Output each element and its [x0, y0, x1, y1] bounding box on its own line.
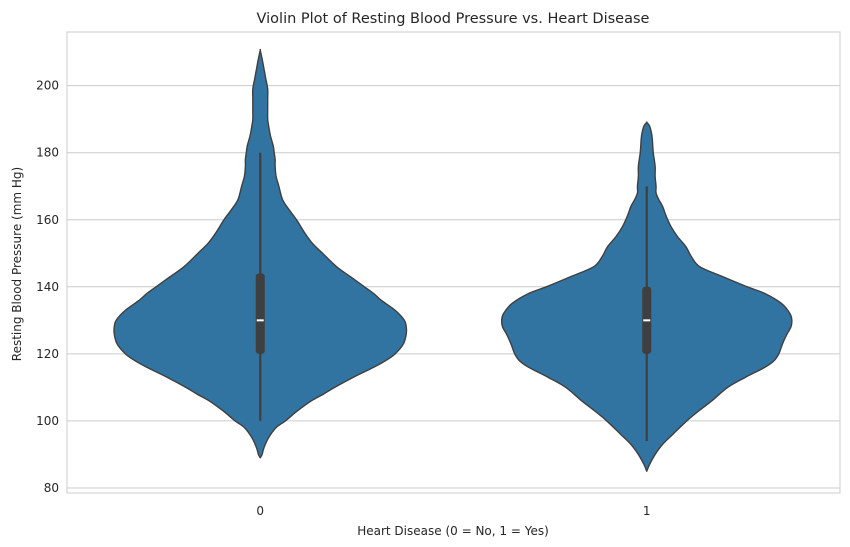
violins [113, 48, 793, 472]
violin-group-1 [500, 121, 793, 472]
y-tick-label-160: 160 [36, 213, 59, 227]
chart-title: Violin Plot of Resting Blood Pressure vs… [257, 11, 650, 27]
plot-area-frame [66, 31, 841, 494]
y-tick-label-120: 120 [36, 347, 59, 361]
y-tick-label-100: 100 [36, 414, 59, 428]
x-axis-label: Heart Disease (0 = No, 1 = Yes) [357, 524, 549, 538]
y-tick-label-80: 80 [44, 481, 59, 495]
y-axis-label: Resting Blood Pressure (mm Hg) [10, 167, 24, 361]
iqr-box-0 [255, 273, 265, 354]
y-tick-labels: 80 100 120 140 160 180 200 [36, 79, 59, 495]
y-tick-label-180: 180 [36, 146, 59, 160]
violin-group-0 [113, 48, 408, 459]
x-tick-label-1: 1 [643, 504, 651, 518]
y-tick-label-200: 200 [36, 79, 59, 93]
x-tick-label-0: 0 [256, 504, 264, 518]
y-tick-label-140: 140 [36, 280, 59, 294]
